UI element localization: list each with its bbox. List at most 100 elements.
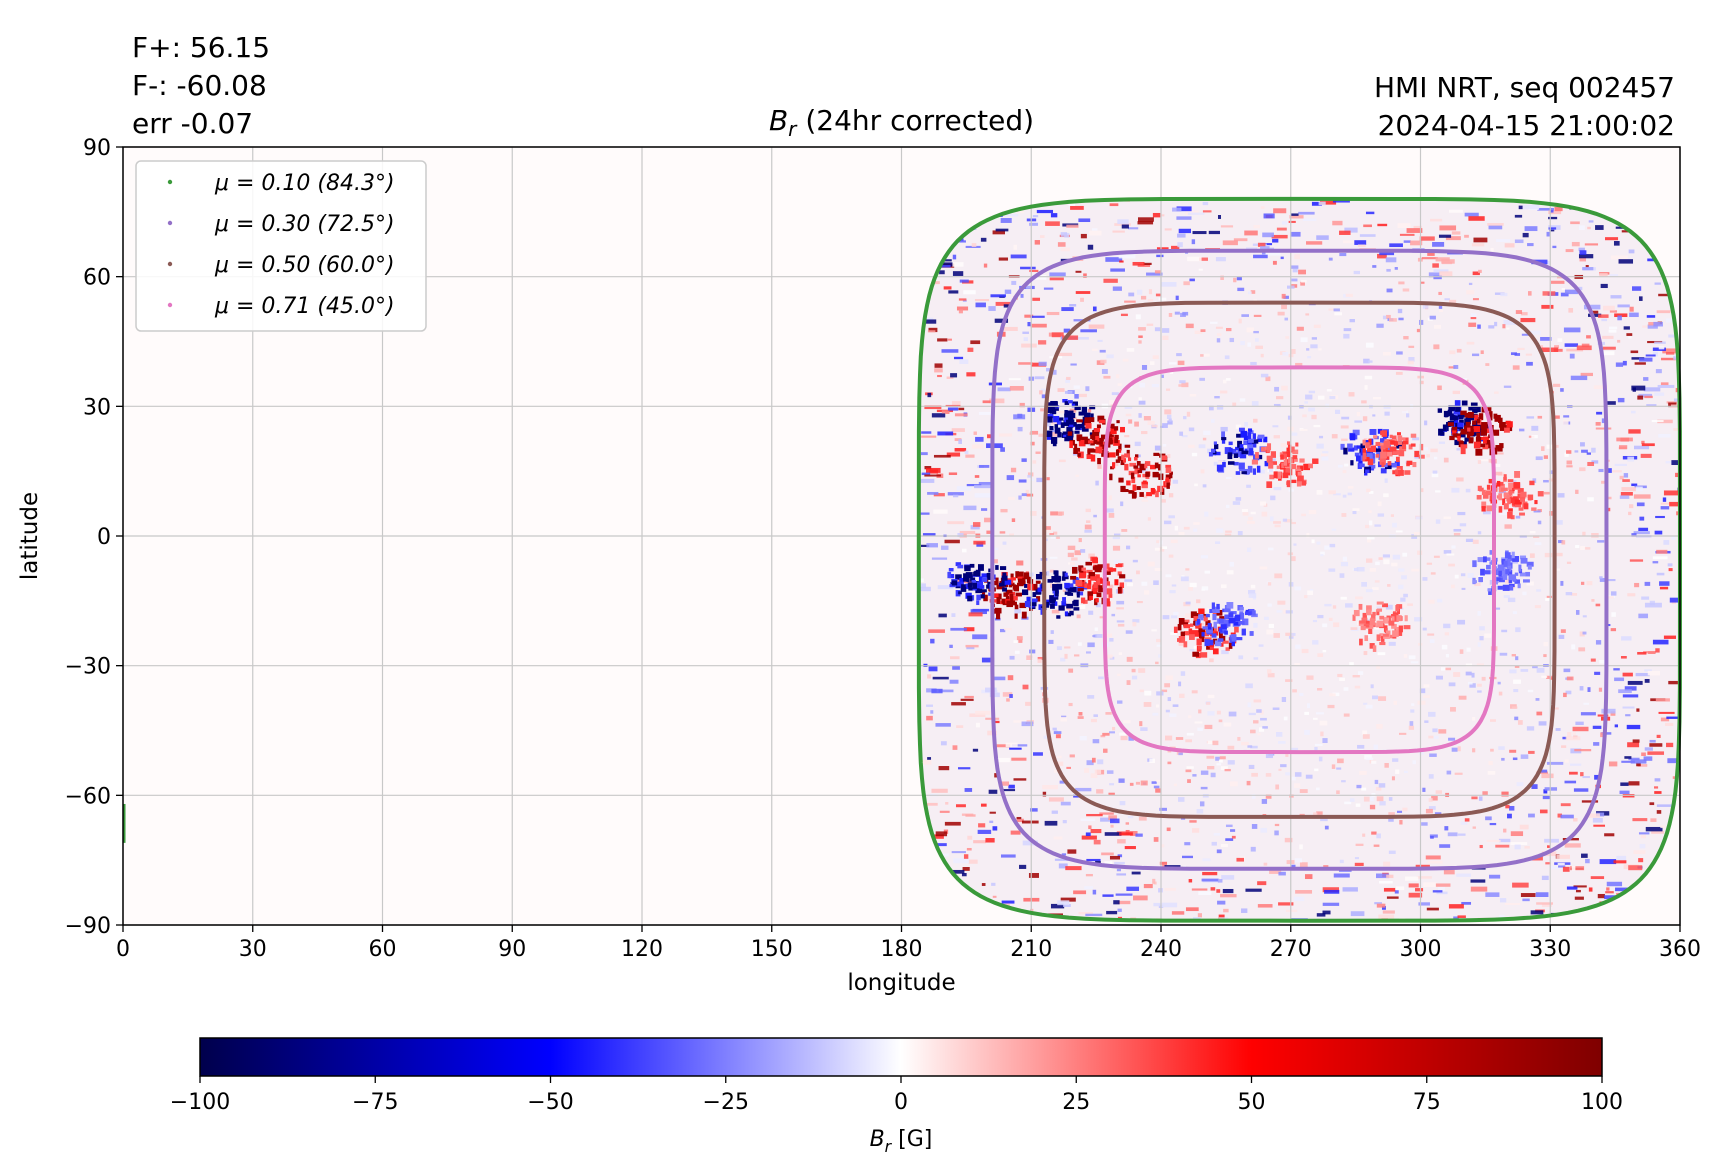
noise-cell xyxy=(1151,384,1160,388)
noise-cell xyxy=(1021,458,1027,462)
noise-cell xyxy=(1248,516,1253,521)
noise-cell xyxy=(1293,783,1301,788)
noise-cell xyxy=(1046,477,1050,481)
active-region-cell xyxy=(1464,418,1471,425)
noise-cell xyxy=(1019,402,1025,408)
noise-cell xyxy=(1402,410,1408,414)
noise-cell xyxy=(1220,766,1228,771)
noise-cell xyxy=(1643,756,1653,761)
noise-cell xyxy=(1656,734,1661,738)
noise-cell xyxy=(1034,240,1040,245)
noise-cell xyxy=(1171,584,1177,587)
noise-cell xyxy=(1451,545,1456,549)
noise-cell xyxy=(1378,783,1386,788)
noise-cell xyxy=(944,259,952,262)
active-region-cell xyxy=(1353,609,1360,617)
noise-cell xyxy=(1209,658,1214,663)
noise-cell xyxy=(1005,742,1018,747)
noise-cell xyxy=(1457,746,1461,752)
active-region-cell xyxy=(1256,465,1261,473)
noise-cell xyxy=(1245,683,1253,689)
noise-cell xyxy=(1408,892,1423,898)
active-region-cell xyxy=(1074,405,1081,411)
active-region-cell xyxy=(1087,448,1095,453)
active-region-cell xyxy=(1365,469,1370,474)
active-region-cell xyxy=(1503,560,1508,567)
noise-cell xyxy=(1299,844,1303,850)
active-region-cell xyxy=(1287,441,1291,445)
noise-cell xyxy=(1443,457,1449,463)
noise-cell xyxy=(1423,684,1430,688)
noise-cell xyxy=(1099,349,1106,353)
noise-cell xyxy=(1432,470,1438,474)
noise-cell xyxy=(978,481,994,486)
noise-cell xyxy=(1597,893,1605,899)
noise-cell xyxy=(1398,732,1407,735)
active-region-cell xyxy=(1498,417,1503,423)
noise-cell xyxy=(926,704,934,707)
noise-cell xyxy=(1510,352,1517,356)
active-region-cell xyxy=(1354,452,1360,457)
noise-cell xyxy=(1644,581,1651,586)
noise-cell xyxy=(989,692,1000,698)
noise-cell xyxy=(1220,634,1227,638)
noise-cell xyxy=(1090,718,1097,723)
noise-cell xyxy=(1470,317,1477,320)
noise-cell xyxy=(1588,313,1602,317)
noise-cell xyxy=(1117,454,1125,457)
noise-cell xyxy=(1018,639,1023,643)
noise-cell xyxy=(1030,430,1039,435)
noise-cell xyxy=(1412,437,1420,441)
noise-cell xyxy=(1382,554,1390,558)
noise-cell xyxy=(970,340,981,345)
active-region-cell xyxy=(1527,565,1532,570)
noise-cell xyxy=(1156,247,1169,251)
noise-cell xyxy=(952,745,958,750)
noise-cell xyxy=(1610,255,1628,260)
noise-cell xyxy=(1570,375,1588,381)
active-region-cell xyxy=(1092,429,1097,437)
active-region-cell xyxy=(1252,468,1256,475)
noise-cell xyxy=(1523,494,1531,499)
noise-cell xyxy=(1501,791,1509,797)
noise-cell xyxy=(1652,639,1669,645)
noise-cell xyxy=(1514,844,1521,850)
noise-cell xyxy=(1520,893,1536,898)
noise-cell xyxy=(1208,230,1220,235)
active-region-cell xyxy=(1094,430,1100,437)
active-region-cell xyxy=(1360,625,1366,631)
noise-cell xyxy=(1549,677,1554,680)
active-region-cell xyxy=(955,562,962,567)
active-region-cell xyxy=(1389,434,1393,439)
active-region-cell xyxy=(1235,637,1243,641)
active-region-cell xyxy=(1109,568,1117,572)
noise-cell xyxy=(1413,225,1422,229)
noise-cell xyxy=(1058,459,1066,463)
noise-cell xyxy=(1010,254,1027,259)
noise-cell xyxy=(1316,811,1323,815)
noise-cell xyxy=(1036,209,1054,214)
noise-cell xyxy=(1631,410,1636,414)
noise-cell xyxy=(1316,913,1326,917)
noise-cell xyxy=(1011,757,1027,761)
noise-cell xyxy=(1278,902,1294,906)
noise-cell xyxy=(1432,241,1445,247)
noise-cell xyxy=(1117,219,1129,225)
noise-cell xyxy=(1411,703,1415,706)
noise-cell xyxy=(920,578,924,583)
noise-cell xyxy=(1554,707,1559,710)
noise-cell xyxy=(1638,832,1650,835)
noise-cell xyxy=(1004,628,1012,631)
active-region-cell xyxy=(1129,462,1137,467)
active-region-cell xyxy=(1398,450,1405,457)
noise-cell xyxy=(1307,703,1311,709)
active-region-cell xyxy=(1475,448,1483,456)
active-region-cell xyxy=(1248,438,1254,443)
colorbar xyxy=(199,1037,1603,1077)
noise-cell xyxy=(1489,874,1501,879)
noise-cell xyxy=(1354,862,1364,866)
noise-cell xyxy=(1644,669,1652,672)
noise-cell xyxy=(1647,324,1658,329)
active-region-cell xyxy=(1294,458,1298,462)
noise-cell xyxy=(988,306,996,311)
